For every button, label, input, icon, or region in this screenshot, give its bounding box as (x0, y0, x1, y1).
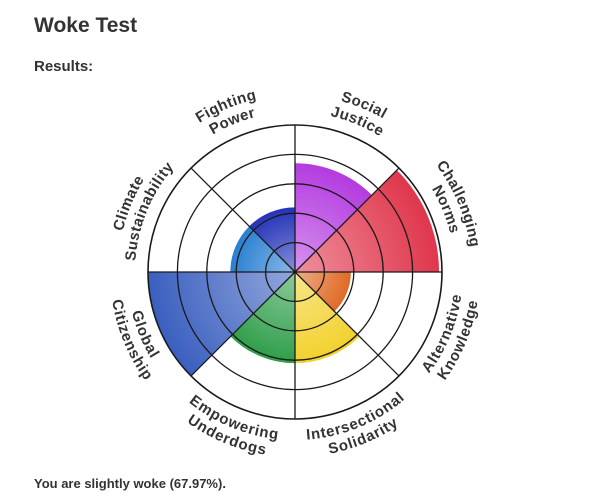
grid-spoke-8 (190, 167, 296, 273)
slice-global-citizenship (148, 272, 295, 376)
slice-empowering-underdogs (230, 272, 295, 364)
slice-alternative-knowledge (295, 272, 351, 312)
grid-spoke-6 (190, 271, 296, 377)
slice-intersectional-solidarity (295, 272, 360, 364)
page-title: Woke Test (34, 14, 138, 37)
woke-polar-chart: SocialJusticeChallengingNormsAlternative… (108, 86, 482, 458)
results-label: Results: (34, 58, 94, 75)
result-summary: You are slightly woke (67.97%). (34, 476, 226, 491)
grid-spoke-2 (294, 167, 400, 273)
grid-spoke-4 (294, 271, 400, 377)
slice-social-justice (295, 163, 372, 272)
